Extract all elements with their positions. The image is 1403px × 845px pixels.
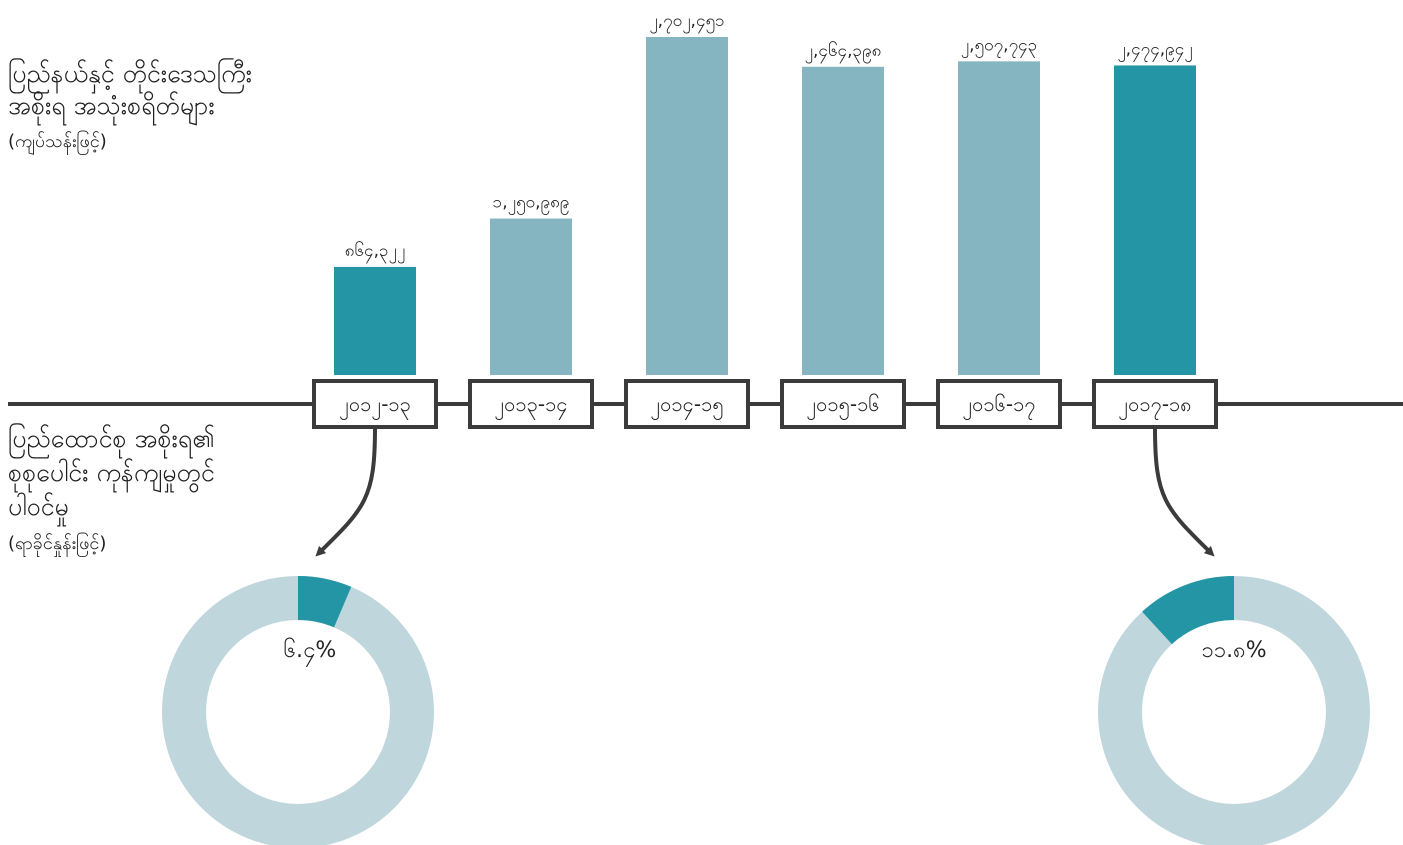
donut-percent-label: ၁၁.၈% (1201, 638, 1266, 663)
category-labels: ၂၀၁၂-၁၃ ၂၀၁၃-၁၄ ၂၀၁၄-၁၅ ၂၀၁၅-၁၆ ၂၀၁၆-၁၇ ၂၀၁၇-… (312, 379, 1218, 429)
donut-title-line: ပါဝင်မှု (8, 492, 69, 521)
bar-value-label: ၂,၇၀၂,၄၅၁ (649, 11, 724, 34)
category-label: ၂၀၁၂-၁၃ (339, 392, 411, 420)
bar (646, 37, 728, 375)
donut-track (162, 576, 434, 845)
donut-track (1098, 576, 1370, 845)
bar (802, 66, 884, 375)
callout-arrow (1153, 427, 1215, 557)
category-box (936, 379, 1062, 429)
category-label: ၂၀၁၅-၁၆ (806, 392, 879, 420)
bar (1114, 65, 1196, 375)
callout-arrow (315, 427, 377, 557)
category-box (1092, 379, 1218, 429)
bar-value-label: ၈၆၄,၃၂၂ (345, 240, 406, 264)
category-label: ၂၀၁၇-၁၈ (1118, 392, 1191, 420)
chart-title-block: ပြည်နယ်နှင့် တိုင်းဒေသကြီး အစိုးရ အသုံးစ… (8, 58, 338, 154)
category-box (780, 379, 906, 429)
donut-charts: ၆.၄% ၁၁.၈% (162, 576, 1370, 845)
donut-unit-label: (ရာခိုင်နှုန်းဖြင့်) (8, 533, 107, 554)
bar-value-label: ၂,၅၀၇,၇၄၃ (961, 35, 1038, 58)
category-label: ၂၀၁၆-၁၇ (962, 392, 1035, 420)
category-box (624, 379, 750, 429)
bar-value-label: ၂,၄၇၄,၉၄၂ (1117, 39, 1192, 62)
chart-title-line: အစိုးရ အသုံးစရိတ်များ (8, 91, 215, 120)
donut-percent-label: ၆.၄% (284, 637, 337, 667)
bar (334, 266, 416, 375)
category-label: ၂၀၁၄-၁၅ (650, 392, 723, 420)
category-label: ၂၀၁၃-၁၄ (494, 392, 567, 420)
donut-title-line: ပြည်ထောင်စု အစိုးရ၏ (8, 424, 215, 453)
donut-slice (1142, 576, 1234, 645)
category-box (468, 379, 594, 429)
donut-slice (298, 576, 352, 628)
callout-arrows (315, 427, 1215, 557)
bar (490, 218, 572, 375)
donut-title-block: ပြည်ထောင်စု အစိုးရ၏ စုစုပေါင်း ကုန်ကျမှု… (8, 422, 308, 556)
bar-value-label: ၁,၂၅၀,၉၈၉ (493, 193, 570, 216)
bar-value-label: ၂,၄၆၄,၃၉၈ (805, 40, 882, 64)
donut-title-line: စုစုပေါင်း ကုန်ကျမှုတွင် (8, 458, 215, 487)
bar (958, 61, 1040, 376)
chart-title-line: ပြည်နယ်နှင့် တိုင်းဒေသကြီး (8, 59, 252, 88)
category-box (312, 379, 438, 429)
chart-unit-label: (ကျပ်သန်းဖြင့်) (8, 131, 107, 152)
